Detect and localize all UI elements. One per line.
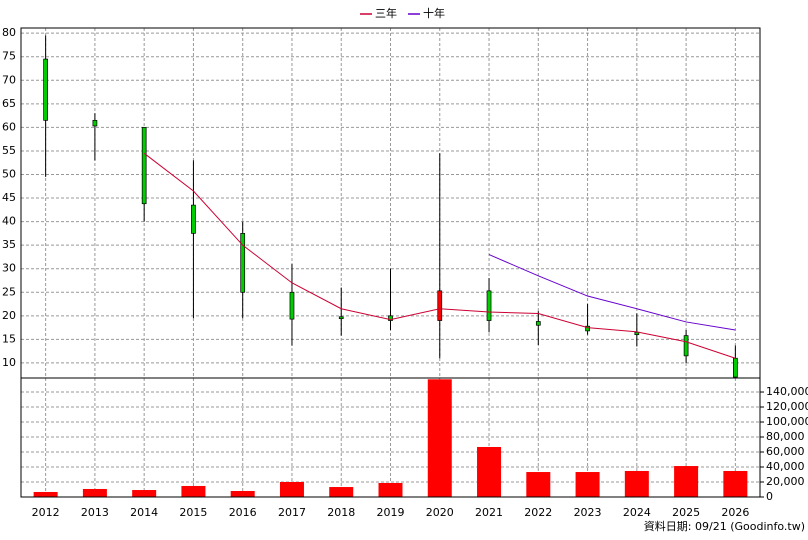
y2-tick-label: 20,000: [766, 475, 805, 488]
candle-body: [634, 331, 640, 336]
x-tick-label: 2012: [32, 506, 60, 519]
x-tick-label: 2021: [475, 506, 503, 519]
volume-bar: [378, 482, 403, 497]
volume-bar: [624, 470, 649, 497]
candle-body: [141, 127, 147, 205]
volume-bar: [427, 379, 452, 497]
y-tick-label: 55: [2, 144, 16, 157]
x-tick-label: 2013: [81, 506, 109, 519]
x-tick-label: 2015: [179, 506, 207, 519]
candle-body: [733, 357, 738, 378]
volume-bar: [181, 485, 206, 497]
candle-body: [289, 291, 295, 320]
x-tick-label: 2023: [574, 506, 602, 519]
footer: 資料日期: 09/21 (Goodinfo.tw): [644, 519, 805, 533]
y2-tick-label: 140,000: [766, 385, 808, 398]
ma-line: [143, 152, 736, 359]
volume-bar: [82, 488, 107, 497]
x-tick-label: 2022: [524, 506, 552, 519]
x-tick-label: 2014: [130, 506, 158, 519]
x-tick-label: 2019: [377, 506, 405, 519]
y2-tick-label: 80,000: [766, 430, 805, 443]
candle-body: [535, 321, 541, 326]
candle-body: [585, 325, 590, 332]
volume-bar: [526, 472, 551, 497]
y2-tick-label: 100,000: [766, 415, 808, 428]
candle-body: [92, 119, 98, 127]
legend-label: 十年: [423, 6, 445, 20]
volume-bar: [477, 446, 502, 497]
ma-line: [488, 254, 736, 331]
candle-body: [388, 315, 393, 321]
y-tick-label: 20: [2, 309, 16, 322]
candle-body: [437, 290, 443, 321]
y-tick-label: 15: [2, 332, 16, 345]
y-tick-label: 10: [2, 356, 16, 369]
y-tick-label: 40: [2, 215, 16, 228]
volume-bar: [279, 482, 304, 497]
volume-bar: [33, 491, 58, 497]
y2-tick-label: 60,000: [766, 445, 805, 458]
y-tick-label: 60: [2, 120, 16, 133]
y-tick-label: 25: [2, 285, 16, 298]
candle-body: [338, 316, 344, 319]
volume-bar: [230, 491, 255, 497]
x-tick-label: 2017: [278, 506, 306, 519]
y2-tick-label: 120,000: [766, 400, 808, 413]
volume-bar: [329, 487, 354, 497]
y-tick-label: 45: [2, 191, 16, 204]
y2-tick-label: 0: [766, 490, 773, 503]
x-tick-label: 2026: [721, 506, 749, 519]
y-tick-label: 30: [2, 262, 16, 275]
y-tick-label: 65: [2, 97, 16, 110]
x-tick-label: 2025: [672, 506, 700, 519]
y-tick-label: 50: [2, 168, 16, 181]
volume-bar: [674, 466, 699, 497]
volume-bar: [132, 490, 157, 497]
legend-label: 三年: [375, 6, 397, 20]
plot-frame: [20, 27, 761, 498]
y2-tick-label: 40,000: [766, 460, 805, 473]
y-tick-label: 35: [2, 238, 16, 251]
x-tick-label: 2020: [426, 506, 454, 519]
x-tick-label: 2016: [229, 506, 257, 519]
y-tick-label: 75: [2, 50, 16, 63]
candle-body: [240, 233, 246, 293]
x-tick-label: 2018: [327, 506, 355, 519]
y-tick-label: 70: [2, 73, 16, 86]
candle-body: [191, 204, 196, 234]
volume-bar: [723, 470, 748, 497]
volume-bar: [575, 472, 600, 497]
x-tick-label: 2024: [623, 506, 651, 519]
candle-body: [683, 335, 689, 357]
candle-body: [486, 290, 492, 321]
candle-body: [43, 58, 48, 121]
y-tick-label: 80: [2, 26, 16, 39]
